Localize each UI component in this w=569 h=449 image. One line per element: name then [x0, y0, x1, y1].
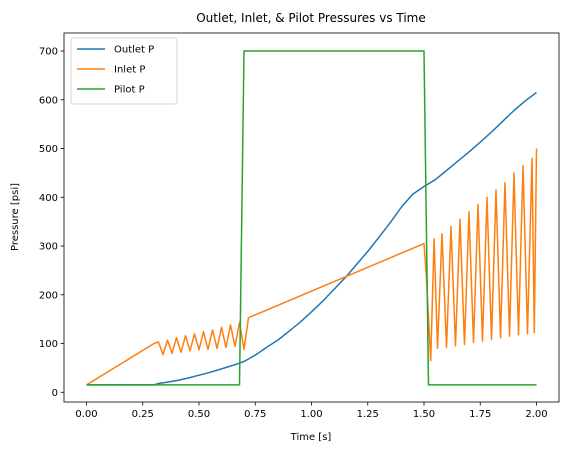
y-tick-label: 300 [39, 242, 58, 253]
y-tick-label: 600 [39, 95, 58, 106]
legend-box [70, 37, 178, 105]
x-tick-label: 0.50 [188, 409, 210, 420]
y-tick-label: 400 [39, 193, 58, 204]
x-tick-label: 1.00 [300, 409, 322, 420]
y-axis: 0 100 200 300 400 500 600 700 [39, 47, 64, 399]
series-line-pilot-p [86, 50, 537, 386]
y-tick-label: 200 [39, 290, 58, 301]
legend: Outlet P Inlet P Pilot P [70, 37, 178, 105]
y-axis-label: Pressure [psi] [10, 183, 21, 251]
x-axis: 0.00 0.25 0.50 0.75 1.00 1.25 1.50 1.75 2.00 [75, 402, 548, 420]
legend-label: Inlet P [114, 65, 145, 76]
plot-area [86, 50, 538, 386]
y-tick-label: 0 [52, 388, 58, 399]
x-tick-label: 0.25 [132, 409, 154, 420]
y-tick-label: 500 [39, 144, 58, 155]
x-tick-label: 1.50 [413, 409, 435, 420]
y-tick-label: 700 [39, 47, 58, 58]
series-line-outlet-p [86, 91, 537, 386]
x-tick-label: 1.75 [469, 409, 491, 420]
legend-label: Outlet P [114, 45, 154, 56]
x-axis-label: Time [s] [290, 432, 332, 443]
x-tick-label: 1.25 [357, 409, 379, 420]
x-tick-label: 0.00 [75, 409, 97, 420]
y-tick-label: 100 [39, 339, 58, 350]
x-tick-label: 0.75 [244, 409, 266, 420]
series-line-inlet-p [86, 148, 538, 386]
chart-title: Outlet, Inlet, & Pilot Pressures vs Time [196, 11, 426, 25]
x-tick-label: 2.00 [525, 409, 547, 420]
legend-label: Pilot P [114, 85, 145, 96]
